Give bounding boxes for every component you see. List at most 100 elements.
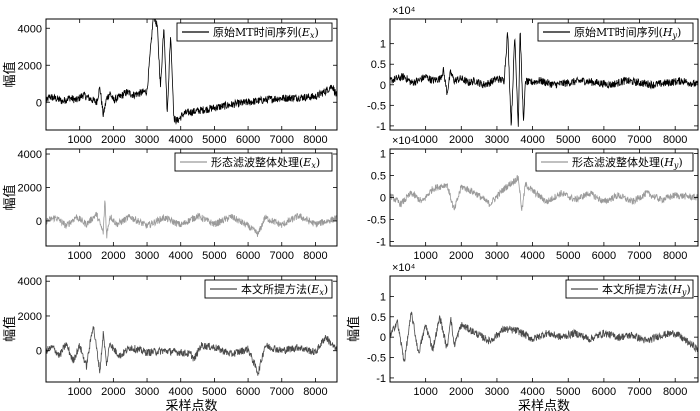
x-tick-label: 6000 <box>236 250 260 262</box>
y-tick-label: 4000 <box>18 23 42 35</box>
x-tick-label: 8000 <box>303 134 327 146</box>
series-line <box>390 32 698 127</box>
x-tick-label: 2000 <box>101 250 125 262</box>
x-tick-label: 3000 <box>485 250 509 262</box>
legend: 本文所提方法(Hy) <box>565 279 694 299</box>
x-tick-label: 1000 <box>67 386 91 398</box>
x-tick-label: 8000 <box>663 386 687 398</box>
x-tick-label: 1000 <box>67 250 91 262</box>
legend: 原始MT时间序列(Hy) <box>537 22 694 42</box>
x-axis-label: 采样点数 <box>518 399 570 411</box>
x-tick-label: 8000 <box>663 250 687 262</box>
series-line <box>46 326 337 376</box>
y-tick-label: -0.5 <box>367 100 386 112</box>
x-tick-label: 1000 <box>67 134 91 146</box>
sci-notation: ×10⁴ <box>392 5 416 17</box>
series-line <box>46 200 337 239</box>
chart-panel-right-row3: 1000 2000 3000 4000 5000 6000 7000 8000 1 0.5 0 -0.… <box>346 262 699 411</box>
axis-frame <box>45 148 338 247</box>
y-tick-label: 4000 <box>18 149 42 161</box>
x-tick-label: 7000 <box>627 250 651 262</box>
x-tick-label: 1000 <box>413 250 437 262</box>
x-axis-label: 采样点数 <box>165 399 217 411</box>
legend-label: 原始MT时间序列(Ex) <box>213 25 319 40</box>
x-tick-label: 6000 <box>592 386 616 398</box>
legend: 本文所提方法(Ex) <box>204 279 333 299</box>
y-tick-label: -1 <box>376 237 386 249</box>
legend-label: 形态滤波整体处理(Ex) <box>211 155 320 170</box>
axis-frame <box>389 18 699 131</box>
x-tick-label: 3000 <box>135 386 159 398</box>
y-tick-label: 0 <box>36 216 42 228</box>
x-tick-label: 7000 <box>270 250 294 262</box>
x-tick-label: 8000 <box>663 134 687 146</box>
x-tick-label: 2000 <box>101 386 125 398</box>
axis-frame <box>45 275 338 383</box>
x-tick-label: 8000 <box>303 250 327 262</box>
x-tick-label: 8000 <box>303 386 327 398</box>
x-tick-label: 7000 <box>627 134 651 146</box>
legend-label: 形态滤波整体处理(Hy) <box>572 155 683 170</box>
y-tick-label: 0 <box>380 80 386 92</box>
legend-box <box>174 152 333 172</box>
legend-label: 本文所提方法(Hy) <box>602 282 691 297</box>
y-tick-label: 2000 <box>18 311 42 323</box>
x-tick-label: 4000 <box>168 250 192 262</box>
x-tick-label: 5000 <box>556 250 580 262</box>
y-tick-label: -0.5 <box>367 215 386 227</box>
legend-box <box>565 279 694 299</box>
x-tick-label: 1000 <box>413 134 437 146</box>
y-tick-label: 0 <box>380 332 386 344</box>
y-axis-label: 幅值 <box>2 184 18 210</box>
x-tick-label: 7000 <box>270 134 294 146</box>
y-tick-label: 1 <box>380 148 386 160</box>
chart-panel-right-row2: 1000 2000 3000 4000 5000 6000 7000 8000 1 0.5 0 -0.… <box>367 135 699 262</box>
y-tick-label: 0.5 <box>371 59 386 71</box>
legend-label: 原始MT时间序列(Hy) <box>574 25 681 40</box>
y-tick-label: 2000 <box>18 182 42 194</box>
x-tick-label: 2000 <box>449 386 473 398</box>
x-tick-label: 5000 <box>556 134 580 146</box>
y-tick-label: 0.5 <box>371 312 386 324</box>
x-tick-label: 1000 <box>413 386 437 398</box>
y-tick-label: 1 <box>380 39 386 51</box>
y-tick-label: -1 <box>376 121 386 133</box>
legend-label: 本文所提方法(Ex) <box>241 282 328 297</box>
chart-panel-left-row3: 1000 2000 3000 4000 5000 6000 7000 8000 4000 2000… <box>2 275 338 411</box>
x-tick-label: 4000 <box>168 134 192 146</box>
x-tick-label: 3000 <box>135 250 159 262</box>
axis-frame <box>389 275 699 383</box>
y-tick-label: 1 <box>380 291 386 303</box>
x-tick-label: 6000 <box>592 250 616 262</box>
x-tick-label: 2000 <box>449 134 473 146</box>
y-tick-label: 0 <box>36 97 42 109</box>
series-line <box>390 174 698 211</box>
sci-notation: ×10⁴ <box>392 135 416 147</box>
x-tick-label: 3000 <box>485 386 509 398</box>
y-tick-label: -1 <box>376 373 386 385</box>
x-tick-label: 4000 <box>520 250 544 262</box>
x-tick-label: 4000 <box>520 386 544 398</box>
y-axis-label: 幅值 <box>346 316 362 342</box>
series-line <box>390 311 698 362</box>
x-tick-label: 3000 <box>135 134 159 146</box>
x-tick-label: 5000 <box>202 386 226 398</box>
x-tick-label: 4000 <box>168 386 192 398</box>
legend-box <box>537 22 694 42</box>
y-axis-label: 幅值 <box>2 316 18 342</box>
x-tick-label: 2000 <box>449 250 473 262</box>
y-tick-label: 0.5 <box>371 170 386 182</box>
chart-panel-left-row2: 1000 2000 3000 4000 5000 6000 7000 8000 4000 2000… <box>2 148 338 262</box>
chart-panel-left-row1: 1000 2000 3000 4000 5000 6000 7000 8000 4000 2000… <box>2 18 338 146</box>
axis-frame <box>45 18 338 131</box>
y-tick-label: 0 <box>380 193 386 205</box>
x-tick-label: 2000 <box>101 134 125 146</box>
sci-notation: ×10⁴ <box>392 262 416 274</box>
legend: 原始MT时间序列(Ex) <box>176 22 333 42</box>
x-tick-label: 5000 <box>202 134 226 146</box>
y-tick-label: -0.5 <box>367 353 386 365</box>
legend: 形态滤波整体处理(Hy) <box>535 152 694 172</box>
y-tick-label: 4000 <box>18 276 42 288</box>
x-tick-label: 6000 <box>236 386 260 398</box>
